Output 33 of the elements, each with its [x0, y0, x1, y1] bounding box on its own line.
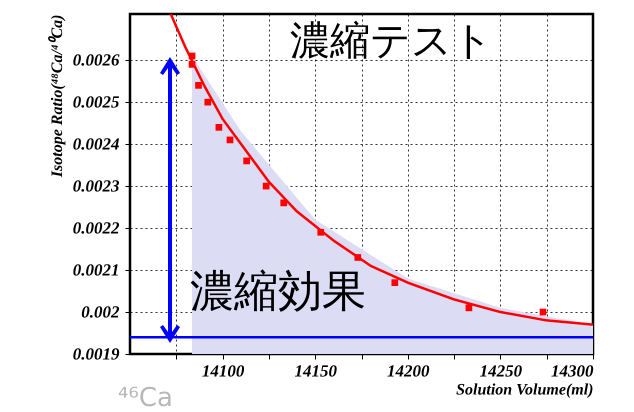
y-tick-label: 0.0025: [72, 92, 120, 112]
point: [204, 98, 212, 106]
point: [466, 304, 472, 312]
x-axis-title: Solution Volume(ml): [456, 382, 594, 398]
point: [216, 124, 222, 131]
y-tick-label: 0.0019: [72, 344, 120, 364]
point: [188, 61, 196, 68]
point: [243, 158, 250, 164]
y-tick-label: 0.0026: [72, 50, 120, 70]
point: [262, 182, 270, 190]
x-tick-label: 14200: [387, 362, 430, 380]
point: [280, 200, 288, 206]
x-tick-label: 14300: [551, 362, 594, 380]
line-series: [169, 14, 593, 326]
y-tick-label: 0.0023: [72, 176, 120, 196]
point: [354, 254, 362, 261]
y-tick-label: 0.0024: [72, 134, 120, 154]
annotation: 濃縮効果: [190, 266, 366, 317]
text: ⁴⁶Ca: [118, 383, 173, 412]
y-axis-title: Isotope Ratio(⁴⁸Ca/⁴⁰Ca): [48, 14, 66, 178]
point: [188, 52, 196, 60]
y-tick-label: 0.002: [81, 302, 120, 322]
y-tick-label: 0.0021: [72, 260, 120, 280]
point: [195, 82, 202, 89]
x-tick-label: 14150: [294, 362, 338, 380]
y-tick-label: 0.0022: [72, 218, 120, 238]
x-tick-label: 14100: [202, 362, 245, 380]
point: [391, 279, 398, 286]
annotation: 濃縮テスト: [290, 18, 493, 64]
point: [226, 136, 234, 144]
x-tick-label: 14250: [480, 362, 523, 380]
point: [540, 308, 546, 316]
point: [317, 228, 324, 236]
